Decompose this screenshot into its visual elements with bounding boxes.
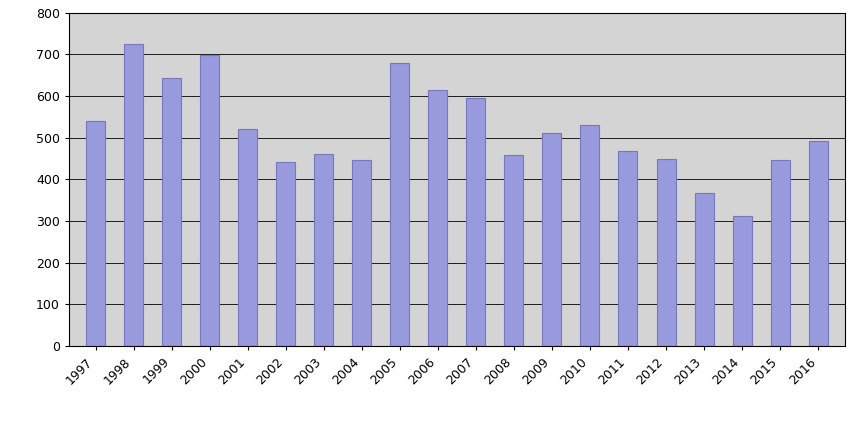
Bar [86, 121, 105, 346]
Bar [352, 160, 371, 346]
Bar [200, 55, 219, 346]
Bar [770, 160, 789, 346]
Bar [579, 125, 598, 346]
Bar [276, 162, 294, 346]
Bar [656, 159, 675, 346]
Bar [542, 133, 561, 346]
Bar [238, 129, 257, 346]
Bar [466, 98, 485, 346]
Bar [808, 141, 827, 346]
Bar [618, 151, 637, 346]
Bar [124, 44, 143, 346]
Bar [504, 155, 523, 346]
Bar [732, 216, 751, 346]
Bar [390, 63, 409, 346]
Bar [694, 193, 713, 346]
Bar [428, 90, 447, 346]
Bar [314, 154, 333, 346]
Bar [162, 78, 181, 346]
